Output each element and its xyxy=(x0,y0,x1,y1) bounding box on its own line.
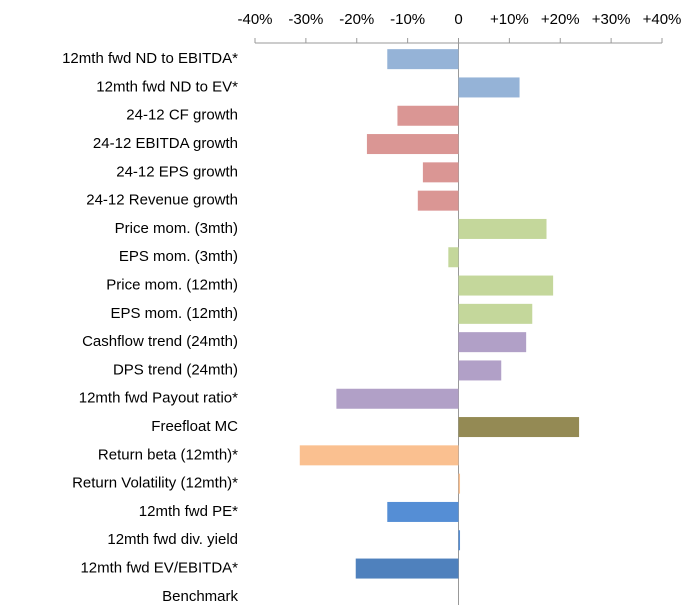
bar xyxy=(355,558,459,579)
bar xyxy=(458,332,527,353)
y-tick-label: DPS trend (24mth) xyxy=(113,361,238,378)
x-tick-label: 0 xyxy=(454,11,462,28)
y-tick-label: 24-12 CF growth xyxy=(126,107,238,124)
bar xyxy=(458,218,547,239)
y-tick-label: 12mth fwd PE* xyxy=(139,503,238,520)
y-tick-label: 12mth fwd div. yield xyxy=(107,531,238,548)
bar xyxy=(458,530,461,551)
x-tick-label: -30% xyxy=(288,11,323,28)
bar xyxy=(458,275,554,296)
y-tick-label: 12mth fwd Payout ratio* xyxy=(79,390,238,407)
bar xyxy=(336,388,459,409)
bar xyxy=(458,77,520,98)
bar xyxy=(448,247,459,268)
bar xyxy=(458,360,502,381)
y-tick-label: EPS mom. (3mth) xyxy=(119,248,238,265)
y-tick-label: Return Volatility (12mth)* xyxy=(72,475,238,492)
bar xyxy=(397,105,459,126)
y-tick-label: 12mth fwd ND to EBITDA* xyxy=(62,50,238,67)
y-tick-label: Cashflow trend (24mth) xyxy=(82,333,238,350)
y-tick-label: 24-12 EPS growth xyxy=(116,163,238,180)
y-tick-label: Price mom. (12mth) xyxy=(106,277,238,294)
y-tick-label: Price mom. (3mth) xyxy=(115,220,238,237)
y-tick-label: Benchmark xyxy=(162,588,238,605)
x-tick-label: +40% xyxy=(643,11,682,28)
y-tick-label: 12mth fwd EV/EBITDA* xyxy=(80,560,238,577)
x-tick-label: -10% xyxy=(390,11,425,28)
x-tick-label: +30% xyxy=(592,11,631,28)
bar xyxy=(387,501,459,522)
bar xyxy=(422,162,459,183)
x-tick-label: -40% xyxy=(237,11,272,28)
y-tick-label: EPS mom. (12mth) xyxy=(110,305,238,322)
y-tick-label: 12mth fwd ND to EV* xyxy=(96,78,238,95)
bar xyxy=(458,473,461,494)
bar xyxy=(417,190,459,211)
y-tick-label: 24-12 Revenue growth xyxy=(86,192,238,209)
bar xyxy=(387,49,459,70)
y-tick-label: Return beta (12mth)* xyxy=(98,446,238,463)
y-tick-label: Freefloat MC xyxy=(151,418,238,435)
bar xyxy=(299,445,459,466)
bar xyxy=(366,134,459,155)
bar xyxy=(458,303,533,324)
x-tick-label: +10% xyxy=(490,11,529,28)
bar xyxy=(458,417,580,438)
x-tick-label: +20% xyxy=(541,11,580,28)
y-tick-label: 24-12 EBITDA growth xyxy=(93,135,238,152)
x-tick-label: -20% xyxy=(339,11,374,28)
